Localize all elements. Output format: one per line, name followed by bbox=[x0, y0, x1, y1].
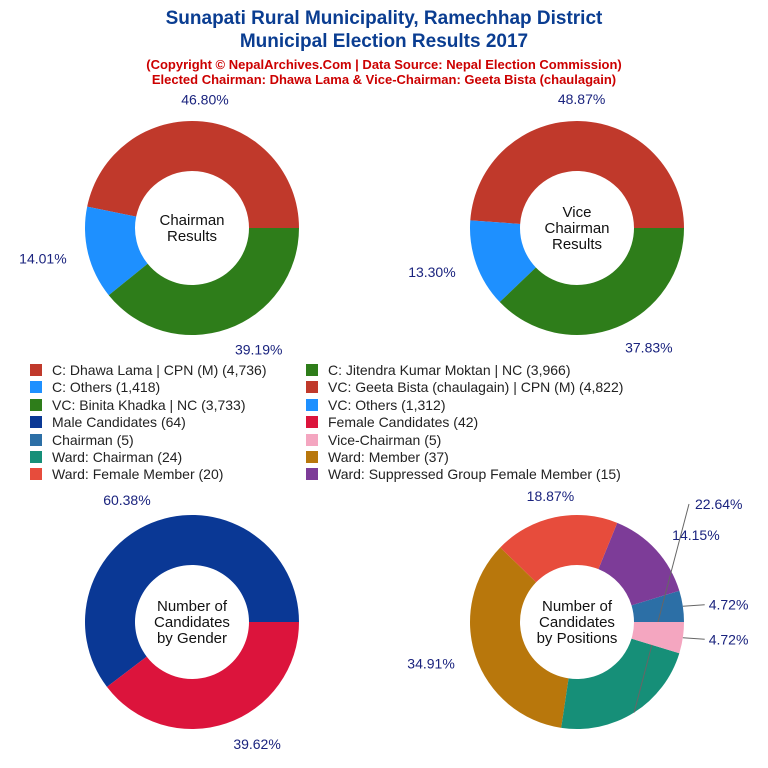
legend-item: VC: Binita Khadka | NC (3,733) bbox=[30, 397, 246, 413]
slice-percent-label: 22.64% bbox=[695, 496, 742, 512]
legend-swatch bbox=[30, 416, 42, 429]
donut-center-label: Results bbox=[552, 236, 602, 253]
donut-slice bbox=[470, 120, 684, 228]
legend-label: Female Candidates (42) bbox=[328, 414, 479, 431]
legend-item: Male Candidates (64) bbox=[30, 414, 186, 430]
legend-item: Ward: Member (37) bbox=[306, 449, 449, 465]
donut-center-label: by Positions bbox=[537, 630, 618, 647]
slice-percent-label: 48.87% bbox=[558, 91, 605, 107]
legend-label: VC: Others (1,312) bbox=[328, 396, 446, 413]
legend-label: VC: Binita Khadka | NC (3,733) bbox=[52, 396, 246, 413]
donut-slice bbox=[470, 547, 569, 728]
legend-label: Chairman (5) bbox=[52, 431, 134, 448]
legend-swatch bbox=[30, 398, 42, 411]
slice-percent-label: 13.30% bbox=[408, 264, 455, 280]
legend-swatch bbox=[306, 398, 318, 411]
legend-label: Ward: Member (37) bbox=[328, 449, 449, 465]
legend-swatch bbox=[30, 451, 42, 463]
legend-swatch bbox=[30, 364, 42, 376]
donut-slice bbox=[631, 590, 684, 622]
label-leader-line bbox=[682, 637, 705, 640]
legend-swatch bbox=[306, 416, 318, 429]
legend-label: C: Others (1,418) bbox=[52, 379, 161, 396]
legend-swatch bbox=[30, 381, 42, 394]
legend-label: C: Dhawa Lama | CPN (M) (4,736) bbox=[52, 362, 267, 378]
legend-label: C: Jitendra Kumar Moktan | NC (3,966) bbox=[328, 362, 571, 378]
donut-center-label: Chairman bbox=[159, 212, 224, 229]
legend-label: VC: Geeta Bista (chaulagain) | CPN (M) (… bbox=[328, 379, 624, 396]
donut-slice bbox=[84, 206, 148, 296]
legend-item: VC: Geeta Bista (chaulagain) | CPN (M) (… bbox=[306, 379, 623, 395]
legend-label: Ward: Chairman (24) bbox=[52, 449, 183, 465]
slice-percent-label: 4.72% bbox=[709, 597, 749, 613]
legend-swatch bbox=[30, 468, 42, 481]
donut-slice bbox=[470, 220, 536, 303]
chart-title-line2: Municipal Election Results 2017 bbox=[239, 31, 529, 52]
donut-center-label: Vice bbox=[563, 204, 592, 221]
slice-percent-label: 46.80% bbox=[181, 92, 228, 108]
slice-percent-label: 4.72% bbox=[709, 631, 749, 647]
donut-slice bbox=[598, 522, 680, 606]
label-leader-line bbox=[633, 503, 690, 713]
chart-subtitle-elected: Elected Chairman: Dhawa Lama & Vice-Chai… bbox=[151, 72, 617, 87]
legend-swatch bbox=[306, 364, 318, 376]
legend-label: Ward: Suppressed Group Female Member (15… bbox=[328, 466, 621, 483]
legend-item: Vice-Chairman (5) bbox=[306, 432, 441, 448]
donut-center-label: Results bbox=[167, 228, 217, 245]
legend-item: C: Others (1,418) bbox=[30, 379, 160, 395]
chart-subtitle-copyright: (Copyright © NepalArchives.Com | Data So… bbox=[146, 57, 622, 72]
legend-swatch bbox=[306, 451, 318, 463]
legend-swatch bbox=[306, 468, 318, 481]
donut-slice bbox=[499, 228, 684, 335]
donut-slice bbox=[631, 622, 684, 654]
donut-slice bbox=[500, 515, 618, 583]
legend-swatch bbox=[306, 381, 318, 394]
slice-percent-label: 37.83% bbox=[625, 340, 672, 356]
donut-slice bbox=[87, 121, 300, 228]
donut-center-label: Number of bbox=[542, 598, 613, 615]
slice-percent-label: 39.62% bbox=[233, 736, 280, 752]
donut-center-label: Candidates bbox=[154, 614, 230, 631]
slice-percent-label: 14.15% bbox=[672, 527, 719, 543]
legend-label: Ward: Female Member (20) bbox=[52, 466, 224, 483]
label-leader-line bbox=[682, 604, 705, 607]
legend-item: VC: Others (1,312) bbox=[306, 397, 446, 413]
legend-swatch bbox=[306, 433, 318, 446]
donut-slice bbox=[84, 515, 299, 687]
donut-slice bbox=[561, 638, 680, 729]
legend-item: Ward: Chairman (24) bbox=[30, 449, 182, 465]
legend-item: Ward: Female Member (20) bbox=[30, 466, 223, 482]
legend-item: Ward: Suppressed Group Female Member (15… bbox=[306, 466, 621, 482]
legend-item: Chairman (5) bbox=[30, 432, 134, 448]
slice-percent-label: 14.01% bbox=[19, 251, 66, 267]
legend-item: Female Candidates (42) bbox=[306, 414, 478, 430]
donut-center-label: by Gender bbox=[157, 630, 227, 647]
legend-swatch bbox=[30, 433, 42, 446]
slice-percent-label: 34.91% bbox=[407, 655, 454, 671]
legend-item: C: Jitendra Kumar Moktan | NC (3,966) bbox=[306, 362, 571, 378]
donut-slice bbox=[108, 228, 299, 335]
slice-percent-label: 39.19% bbox=[235, 342, 282, 358]
legend-item: C: Dhawa Lama | CPN (M) (4,736) bbox=[30, 362, 266, 378]
slice-percent-label: 18.87% bbox=[527, 488, 574, 504]
legend-label: Male Candidates (64) bbox=[52, 414, 186, 431]
donut-center-label: Number of bbox=[157, 598, 228, 615]
slice-percent-label: 60.38% bbox=[103, 492, 150, 508]
legend-label: Vice-Chairman (5) bbox=[328, 431, 442, 448]
donut-slice bbox=[106, 622, 299, 729]
donut-center-label: Chairman bbox=[544, 220, 609, 237]
chart-title-line1: Sunapati Rural Municipality, Ramechhap D… bbox=[165, 8, 603, 29]
donut-center-label: Candidates bbox=[539, 614, 615, 631]
